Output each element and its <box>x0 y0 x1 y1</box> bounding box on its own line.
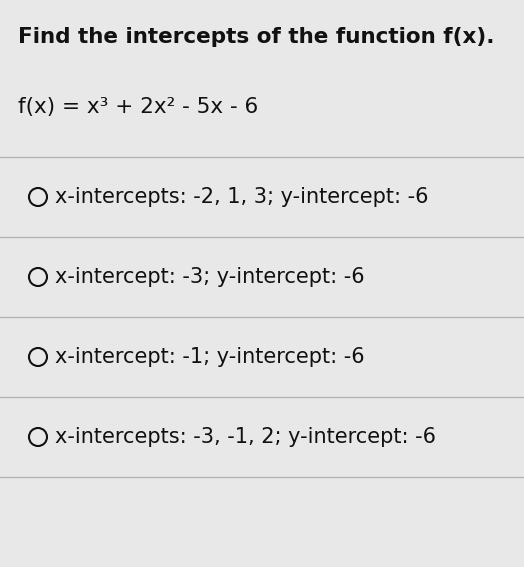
Text: x-intercept: -3; y-intercept: -6: x-intercept: -3; y-intercept: -6 <box>55 267 365 287</box>
Text: Find the intercepts of the function f(x).: Find the intercepts of the function f(x)… <box>18 27 495 47</box>
Text: f(x) = x³ + 2x² - 5x - 6: f(x) = x³ + 2x² - 5x - 6 <box>18 97 258 117</box>
Text: x-intercept: -1; y-intercept: -6: x-intercept: -1; y-intercept: -6 <box>55 347 365 367</box>
Text: x-intercepts: -3, -1, 2; y-intercept: -6: x-intercepts: -3, -1, 2; y-intercept: -6 <box>55 427 436 447</box>
Text: x-intercepts: -2, 1, 3; y-intercept: -6: x-intercepts: -2, 1, 3; y-intercept: -6 <box>55 187 429 207</box>
